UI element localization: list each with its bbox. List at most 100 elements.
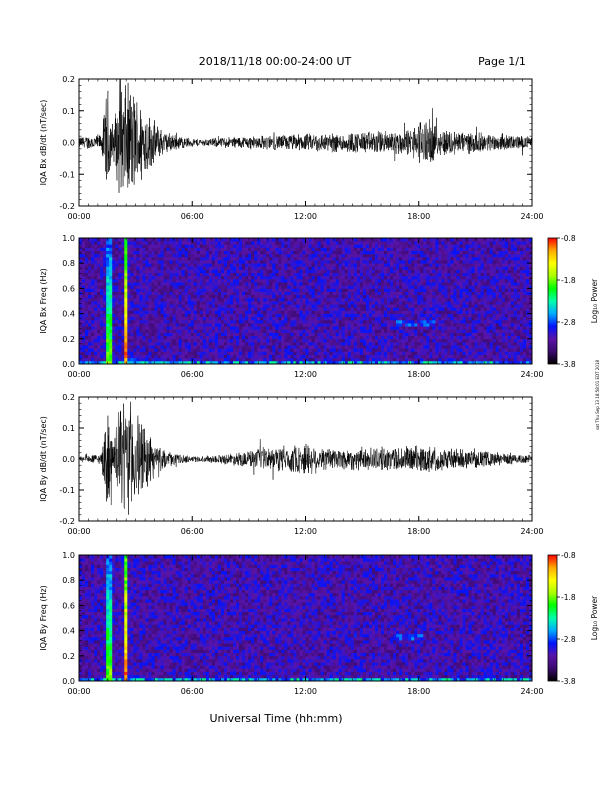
spectrogram-cell — [326, 310, 331, 314]
spectrogram-cell — [85, 348, 89, 352]
spectrogram-cell — [314, 263, 318, 267]
spectrogram-cell — [115, 250, 119, 255]
spectrogram-cell — [239, 351, 243, 355]
spectrogram-cell — [233, 275, 237, 280]
spectrogram-cell — [399, 260, 403, 264]
spectrogram-cell — [435, 250, 439, 255]
spectrogram-cell — [411, 288, 415, 292]
spectrogram-cell — [278, 310, 282, 314]
spectrogram-cell — [124, 241, 128, 245]
spectrogram-cell — [214, 326, 219, 330]
spectrogram-cell — [263, 269, 267, 274]
spectrogram-cell — [242, 360, 246, 365]
spectrogram-cell — [154, 360, 158, 365]
spectrogram-cell — [214, 307, 219, 311]
spectrogram-cell — [435, 263, 439, 267]
spectrogram-cell — [317, 313, 321, 318]
spectrogram-cell — [347, 341, 352, 346]
spectrogram-cell — [157, 260, 161, 264]
spectrogram-cell — [374, 250, 379, 255]
spectrogram-cell — [278, 351, 282, 355]
spectrogram-cell — [314, 335, 318, 340]
spectrogram-cell — [139, 285, 143, 289]
spectrogram-cell — [296, 253, 300, 258]
spectrogram-cell — [341, 341, 346, 346]
spectrogram-cell — [390, 319, 394, 324]
spectrogram-cell — [257, 256, 261, 261]
spectrogram-cell — [411, 291, 415, 296]
spectrogram-cell — [151, 319, 155, 324]
spectrogram-cell — [266, 341, 270, 346]
spectrogram-cell — [362, 278, 367, 283]
spectrogram-cell — [377, 238, 382, 242]
spectrogram-cell — [423, 244, 427, 248]
spectrogram-cell — [335, 294, 340, 299]
spectrogram-cell — [278, 244, 282, 248]
spectrogram-cell — [94, 260, 98, 264]
spectrogram-cell — [118, 241, 122, 245]
spectrogram-cell — [254, 329, 258, 333]
spectrogram-cell — [112, 313, 116, 318]
spectrogram-cell — [414, 323, 418, 327]
spectrogram-cell — [242, 329, 246, 333]
spectrogram-cell — [91, 357, 95, 362]
spectrogram-cell — [290, 285, 294, 289]
spectrogram-cell — [124, 310, 128, 314]
spectrogram-cell — [160, 266, 164, 270]
spectrogram-cell — [157, 329, 161, 333]
spectrogram-cell — [284, 253, 288, 258]
spectrogram-cell — [163, 285, 167, 289]
spectrogram-cell — [121, 260, 125, 264]
spectrogram-cell — [260, 329, 264, 333]
spectrogram-cell — [187, 329, 192, 333]
spectrogram-cell — [226, 335, 231, 340]
spectrogram-cell — [85, 294, 89, 299]
spectrogram-cell — [205, 304, 210, 308]
spectrogram-cell — [254, 285, 258, 289]
spectrogram-cell — [275, 332, 279, 337]
spectrogram-cell — [260, 313, 264, 318]
spectrogram-cell — [142, 294, 146, 299]
spectrogram-cell — [323, 263, 328, 267]
spectrogram-cell — [133, 291, 137, 296]
spectrogram-cell — [199, 250, 204, 255]
spectrogram-cell — [193, 247, 198, 251]
spectrogram-cell — [109, 310, 113, 314]
spectrogram-cell — [220, 319, 225, 324]
spectrogram-cell — [112, 272, 116, 277]
spectrogram-cell — [390, 332, 394, 337]
spectrogram-cell — [242, 313, 246, 318]
spectrogram-cell — [384, 354, 388, 359]
spectrogram-cell — [97, 335, 101, 340]
spectrogram-cell — [214, 266, 219, 270]
spectrogram-cell — [121, 275, 125, 280]
spectrogram-cell — [347, 288, 352, 292]
spectrogram-cell — [118, 326, 122, 330]
spectrogram-cell — [85, 319, 89, 324]
spectrogram-cell — [368, 310, 373, 314]
spectrogram-cell — [239, 326, 243, 330]
spectrogram-cell — [184, 360, 189, 365]
spectrogram-cell — [263, 288, 267, 292]
spectrogram-cell — [236, 275, 240, 280]
spectrogram-cell — [344, 263, 349, 267]
spectrogram-cell — [239, 253, 243, 258]
spectrogram-cell — [362, 269, 367, 274]
spectrogram-cell — [109, 323, 113, 327]
spectrogram-cell — [184, 341, 189, 346]
spectrogram-cell — [393, 323, 397, 327]
spectrogram-cell — [248, 256, 252, 261]
spectrogram-cell — [435, 345, 439, 349]
spectrogram-cell — [217, 260, 222, 264]
spectrogram-cell — [109, 297, 113, 302]
spectrogram-cell — [145, 244, 149, 248]
spectrogram-cell — [248, 241, 252, 245]
spectrogram-cell — [338, 354, 343, 359]
spectrogram-cell — [163, 316, 167, 321]
spectrogram-cell — [211, 335, 216, 340]
spectrogram-cell — [163, 354, 167, 359]
spectrogram-cell — [260, 288, 264, 292]
spectrogram-cell — [281, 266, 285, 270]
spectrogram-cell — [396, 263, 400, 267]
spectrogram-cell — [100, 310, 104, 314]
